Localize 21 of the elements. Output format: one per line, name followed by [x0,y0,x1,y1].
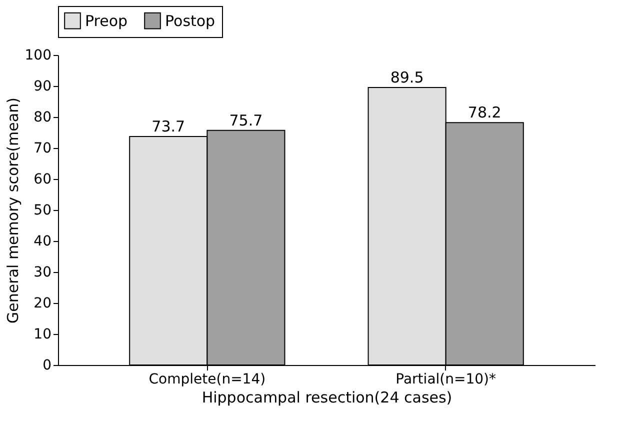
data-label: 89.5 [390,68,424,87]
y-tick-label: 70 [34,140,52,156]
y-tick-label: 30 [34,264,52,280]
y-tick-label: 20 [34,296,52,312]
x-axis-title: Hippocampal resection(24 cases) [202,388,452,406]
y-tick-label: 80 [34,110,52,126]
x-tick-label: Partial(n=10)* [396,372,496,388]
legend-label: Preop [85,12,128,30]
y-tick-label: 100 [24,48,52,64]
y-tick-label: 10 [34,326,52,342]
data-label: 78.2 [468,104,502,122]
x-tick-label: Complete(n=14) [148,372,266,388]
y-tick-label: 40 [34,234,52,250]
legend-label: Postop [165,12,216,30]
y-tick-label: 50 [34,202,52,218]
y-axis-title: General memory score(mean) [4,98,22,324]
y-tick-label: 60 [34,172,52,188]
data-label: 75.7 [229,111,263,130]
y-tick-label: 0 [42,358,52,374]
data-label: 73.7 [152,118,186,136]
y-tick-label: 90 [34,78,52,94]
